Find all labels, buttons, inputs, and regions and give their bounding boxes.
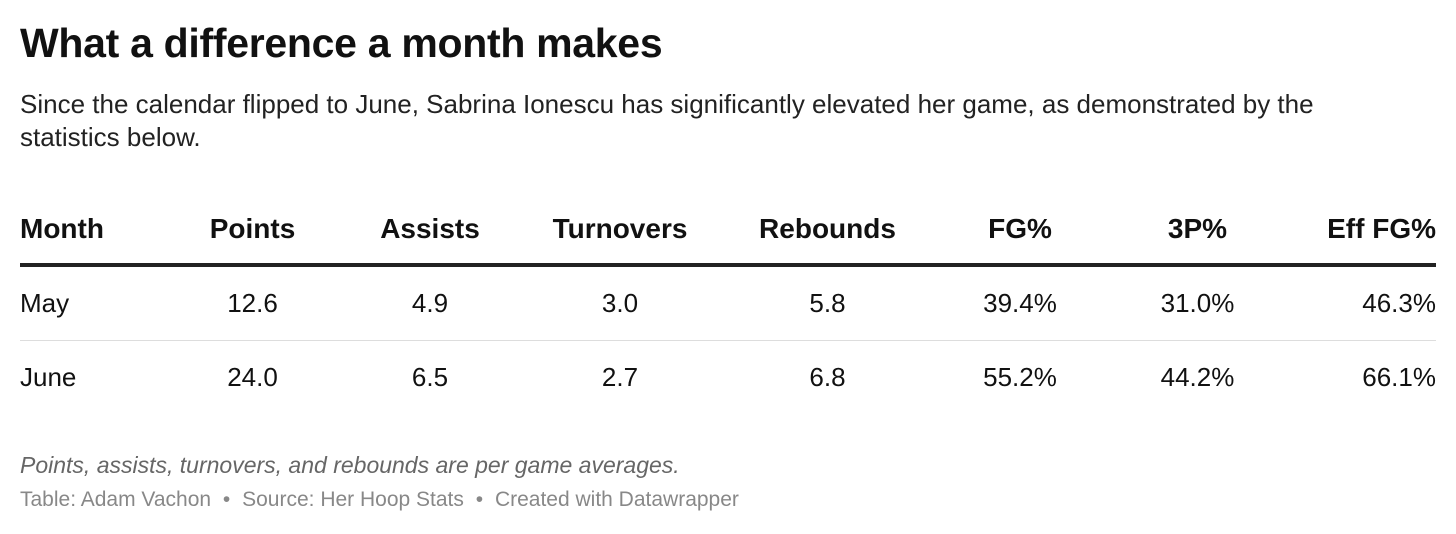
cell-eff-fg-pct: 46.3% bbox=[1295, 265, 1436, 341]
table-row: June 24.0 6.5 2.7 6.8 55.2% 44.2% 66.1% bbox=[20, 341, 1436, 415]
table-footer: Table: Adam Vachon • Source: Her Hoop St… bbox=[20, 488, 739, 512]
header-3p-pct: 3P% bbox=[1100, 195, 1295, 267]
header-turnovers: Turnovers bbox=[525, 195, 715, 267]
cell-turnovers: 3.0 bbox=[525, 265, 715, 341]
cell-points: 12.6 bbox=[170, 265, 335, 341]
cell-turnovers: 2.7 bbox=[601, 362, 639, 392]
header-points: Points bbox=[170, 195, 335, 267]
cell-assists: 6.5 bbox=[411, 362, 449, 392]
table-row: May 12.6 4.9 3.0 5.8 39.4% 31.0% 46.3% bbox=[20, 265, 1436, 341]
cell-assists: 4.9 bbox=[335, 265, 525, 341]
footer-created-with: Created with Datawrapper bbox=[494, 488, 739, 511]
cell-3p-pct: 31.0% bbox=[1100, 265, 1295, 341]
cell-fg-pct: 55.2% bbox=[983, 362, 1057, 392]
cell-eff-fg-pct: 66.1% bbox=[1362, 362, 1436, 392]
cell-rebounds: 6.8 bbox=[809, 362, 846, 392]
footer-separator: • bbox=[475, 488, 484, 511]
header-rebounds: Rebounds bbox=[715, 195, 940, 267]
chart-title: What a difference a month makes bbox=[20, 20, 663, 66]
cell-month: June bbox=[20, 362, 77, 392]
cell-3p-pct: 44.2% bbox=[1160, 362, 1235, 392]
table-note: Points, assists, turnovers, and rebounds… bbox=[20, 452, 680, 478]
header-assists: Assists bbox=[335, 195, 525, 267]
chart-subtitle: Since the calendar flipped to June, Sabr… bbox=[20, 89, 1314, 152]
footer-author: Table: Adam Vachon bbox=[20, 488, 212, 511]
cell-rebounds: 5.8 bbox=[715, 265, 940, 341]
footer-separator: • bbox=[222, 488, 231, 511]
cell-fg-pct: 39.4% bbox=[940, 265, 1100, 341]
header-month: Month bbox=[20, 195, 170, 267]
header-eff-fg-pct: Eff FG% bbox=[1295, 195, 1436, 267]
cell-month: May bbox=[20, 265, 170, 341]
cell-points: 24.0 bbox=[227, 362, 278, 392]
footer-source: Source: Her Hoop Stats bbox=[242, 488, 464, 511]
stats-table: Month Points Assists Turnovers Rebounds … bbox=[20, 195, 1436, 414]
header-row: Month Points Assists Turnovers Rebounds … bbox=[20, 195, 1436, 267]
header-fg-pct: FG% bbox=[940, 195, 1100, 267]
